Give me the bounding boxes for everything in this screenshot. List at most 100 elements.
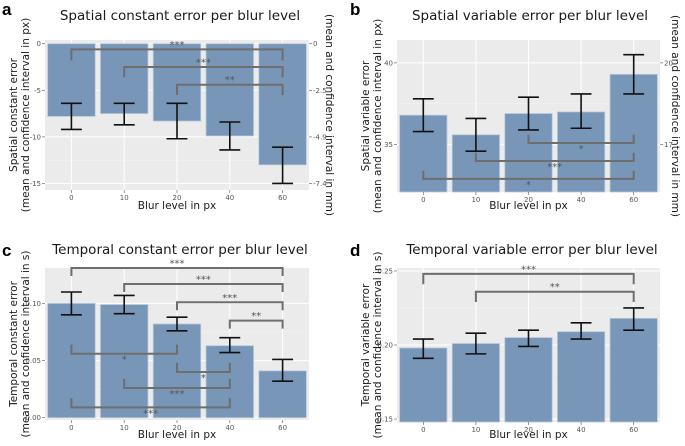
y-tick-label-right: 20 (664, 59, 673, 67)
error-bar-40 (219, 121, 241, 151)
x-tick-label: 0 (421, 426, 425, 434)
bar-40 (205, 43, 254, 137)
error-bar-60 (623, 53, 645, 95)
error-bar-60 (272, 358, 294, 382)
chart-title: Spatial variable error per blur level (412, 8, 648, 24)
x-tick-label: 10 (120, 424, 129, 432)
significance-bracket (70, 48, 284, 61)
x-tick-label: 20 (173, 424, 182, 432)
significance-label: *** (196, 58, 211, 69)
x-tick-label: 10 (471, 426, 480, 434)
x-tick-label: 40 (577, 426, 586, 434)
bar-10 (451, 343, 500, 423)
bar-40 (557, 331, 606, 423)
significance-label: ** (225, 75, 235, 86)
panel-letter: d (350, 241, 360, 260)
y-tick-label: 0.10 (25, 300, 41, 308)
significance-bracket (422, 272, 635, 285)
error-bar-10 (465, 332, 487, 355)
x-tick-label: 10 (471, 196, 480, 204)
x-tick-label: 0 (69, 194, 73, 202)
significance-label: *** (170, 389, 185, 400)
chart-title: Temporal constant error per blur level (51, 242, 308, 258)
significance-bracket (70, 267, 284, 276)
significance-bracket (474, 152, 635, 162)
error-bar-40 (570, 321, 592, 340)
significance-bracket (123, 66, 284, 78)
x-tick-label: 60 (629, 196, 638, 204)
x-tick-label: 40 (577, 196, 586, 204)
error-bar-20 (166, 316, 188, 332)
error-bar-10 (113, 102, 135, 126)
significance-bracket (228, 319, 284, 329)
y-tick-label: 0.00 (25, 414, 41, 422)
x-tick-label: 0 (69, 424, 73, 432)
significance-label: *** (196, 275, 211, 286)
significance-label: *** (547, 162, 562, 173)
x-tick-label: 20 (173, 194, 182, 202)
error-bar-40 (219, 336, 241, 354)
x-axis-title: Blur level in px (489, 429, 568, 441)
significance-label: *** (222, 293, 237, 304)
chart-panel-d: d Temporal variable error per blur level *… (350, 241, 660, 441)
error-bar-20 (518, 329, 539, 348)
y-tick-label: 0.25 (377, 267, 393, 275)
error-bar-0 (412, 98, 434, 133)
x-tick-label: 0 (421, 196, 425, 204)
significance-label: * (579, 144, 584, 155)
y-tick-label-right: -7.4 (313, 180, 327, 188)
y-tick-label: 35 (384, 141, 393, 149)
error-bar-20 (166, 102, 188, 140)
y-tick-label-right: 17 (664, 141, 673, 149)
significance-label: ** (251, 311, 261, 322)
significance-bracket (70, 398, 231, 409)
chart-title: Temporal variable error per blur level (405, 242, 657, 258)
chart-panel-b: b Spatial variable error per blur level**… (350, 0, 681, 217)
y-tick-label: -5 (34, 87, 41, 95)
bar-60 (609, 317, 658, 423)
chart-panel-a: a Spatial constant error per blur level **… (2, 0, 335, 216)
y-axis-title: (mean and confidence interval in s) (20, 251, 32, 438)
x-axis-title: Blur level in px (138, 429, 217, 441)
error-bar-60 (272, 146, 294, 185)
y-tick-label: 0 (37, 40, 41, 48)
error-bar-0 (60, 291, 82, 316)
y-tick-label-right: 0 (313, 40, 317, 48)
significance-bracket (123, 283, 284, 292)
y-axis-title: (mean and confidence interval in px) (372, 19, 384, 213)
chart-panel-c: c Temporal constant error per blur level *… (2, 241, 309, 441)
x-tick-label: 10 (120, 194, 129, 202)
significance-label: *** (521, 264, 536, 275)
y-axis-title-right: (mean and confidence interval in mm) (323, 14, 335, 216)
significance-bracket (527, 134, 635, 144)
x-tick-label: 60 (278, 424, 287, 432)
y-axis-title: (mean and confidence interval in s) (372, 252, 384, 439)
y-tick-label-right: -2.5 (313, 87, 327, 95)
x-tick-label: 60 (629, 426, 638, 434)
y-tick-label: 0.15 (377, 416, 393, 424)
significance-label: * (122, 355, 127, 366)
significance-label: *** (170, 40, 185, 51)
y-axis-title-right: (mean and confidence interval in mm) (669, 15, 681, 217)
y-axis-title: Temporal constant error (8, 280, 20, 407)
bar-10 (100, 304, 149, 419)
significance-bracket (176, 301, 284, 311)
y-tick-label-right: -4.9 (313, 133, 327, 141)
x-tick-label: 40 (225, 194, 234, 202)
error-bar-10 (465, 117, 487, 152)
chart-title: Spatial constant error per blur level (60, 8, 300, 24)
error-bar-60 (623, 307, 645, 331)
panel-letter: c (2, 241, 11, 260)
bar-20 (504, 337, 553, 423)
y-axis-title: Spatial variable error (360, 60, 372, 171)
error-bar-40 (570, 93, 592, 130)
y-tick-label: 0.05 (25, 357, 41, 365)
x-axis-title: Blur level in px (138, 200, 217, 212)
x-tick-label: 20 (524, 196, 533, 204)
x-tick-label: 20 (524, 426, 533, 434)
y-axis-title: Temporal variable error (360, 283, 372, 407)
error-bar-0 (412, 338, 434, 360)
y-axis-title: Spatial constant error (8, 57, 20, 172)
error-bar-0 (60, 102, 82, 131)
